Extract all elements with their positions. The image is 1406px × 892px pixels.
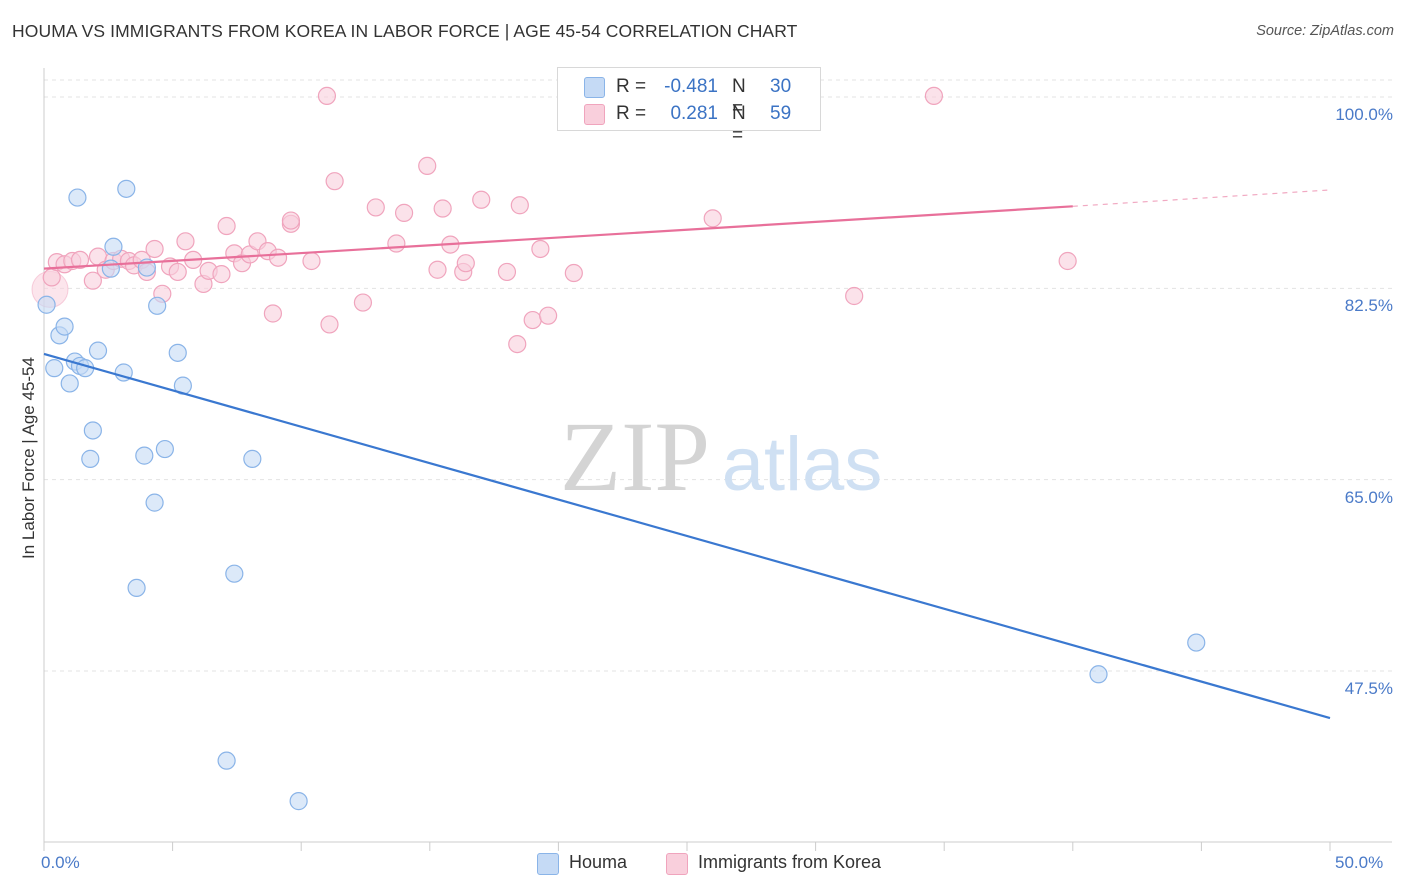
legend-r-label: R = (616, 76, 647, 97)
korea-point (353, 293, 373, 312)
korea-point (83, 271, 102, 290)
houma-point (101, 259, 120, 278)
korea-point (523, 310, 542, 330)
houma-point (117, 179, 136, 198)
korea-point (497, 262, 517, 282)
legend-r-value-houma: -0.481 (664, 76, 718, 97)
series-label-houma: Houma (569, 852, 628, 872)
korea-trend-line (43, 205, 1073, 270)
chart-title: HOUMA VS IMMIGRANTS FROM KOREA IN LABOR … (12, 21, 798, 41)
houma-point (1089, 665, 1108, 684)
korea-point (320, 315, 339, 334)
houma-point (55, 317, 74, 336)
series-label-korea: Immigrants from Korea (698, 852, 882, 872)
houma-point (1187, 633, 1206, 652)
korea-point (212, 265, 231, 284)
korea-point (42, 268, 61, 287)
legend-swatch-korea (584, 104, 605, 125)
correlation-legend: R = -0.481 N = 30 R = 0.281 N = 59 (557, 67, 821, 146)
legend-n-label: N = (732, 103, 746, 146)
legend-n-value-korea: 59 (770, 103, 792, 124)
korea-point (366, 198, 385, 217)
watermark-atlas: atlas (722, 422, 883, 507)
trend-lines (43, 189, 1331, 720)
korea-point (433, 199, 452, 218)
korea-point (268, 248, 288, 267)
korea-point (217, 216, 236, 236)
watermark: ZIP atlas (560, 401, 882, 512)
korea-trend-extension (1072, 189, 1331, 207)
korea-point (564, 263, 583, 283)
korea-point (418, 156, 437, 175)
legend-n-label: N = (732, 76, 746, 119)
x-tick-label-max: 50.0% (1335, 853, 1384, 872)
korea-point (508, 334, 527, 354)
houma-point (243, 449, 262, 468)
houma-point (148, 296, 167, 315)
houma-point (60, 374, 79, 393)
houma-point (81, 449, 100, 468)
korea-point (428, 260, 447, 279)
source-credit: Source: ZipAtlas.com (1256, 23, 1394, 39)
korea-point (394, 203, 414, 222)
y-tick-label: 47.5% (1344, 679, 1393, 698)
houma-point (88, 341, 108, 360)
houma-point (168, 343, 187, 362)
watermark-zip: ZIP (560, 401, 710, 512)
y-tick-label: 65.0% (1344, 487, 1393, 507)
korea-point (168, 262, 187, 282)
houma-point (217, 751, 236, 770)
korea-point (317, 86, 337, 106)
axes (43, 68, 1392, 851)
houma-point (225, 564, 244, 583)
series-swatch-houma (537, 853, 559, 875)
houma-points (37, 179, 1206, 811)
houma-point (155, 439, 174, 459)
korea-point (703, 209, 722, 228)
korea-point (1058, 251, 1077, 271)
korea-point (281, 211, 301, 230)
houma-point (104, 237, 123, 256)
legend-n-value-houma: 30 (770, 76, 792, 97)
legend-swatch-houma (584, 77, 605, 98)
houma-point (83, 421, 102, 440)
korea-point (387, 234, 406, 253)
korea-point (845, 286, 864, 306)
korea-point (472, 190, 491, 209)
korea-point (325, 172, 344, 191)
houma-point (135, 446, 154, 465)
houma-point (145, 493, 164, 512)
x-tick-label-min: 0.0% (41, 853, 80, 872)
korea-point (456, 254, 475, 273)
houma-point (127, 578, 146, 598)
korea-point (176, 232, 195, 251)
korea-point (302, 251, 321, 271)
series-swatch-korea (666, 853, 688, 875)
korea-point (531, 239, 550, 259)
korea-point (510, 196, 529, 215)
gridlines (44, 79, 1392, 672)
korea-point (539, 306, 558, 325)
korea-point (145, 239, 164, 259)
legend-r-value-korea: 0.281 (670, 103, 718, 124)
korea-point (924, 86, 944, 106)
korea-point (70, 250, 90, 270)
houma-point (68, 188, 87, 207)
houma-point (37, 295, 56, 314)
korea-points (31, 86, 1077, 354)
houma-point (289, 792, 308, 811)
korea-point (263, 304, 283, 323)
legend-r-label: R = (616, 103, 647, 124)
y-tick-label: 82.5% (1344, 296, 1393, 316)
houma-trend-line (43, 352, 1331, 720)
y-tick-label: 100.0% (1335, 105, 1393, 124)
houma-point (45, 359, 64, 378)
